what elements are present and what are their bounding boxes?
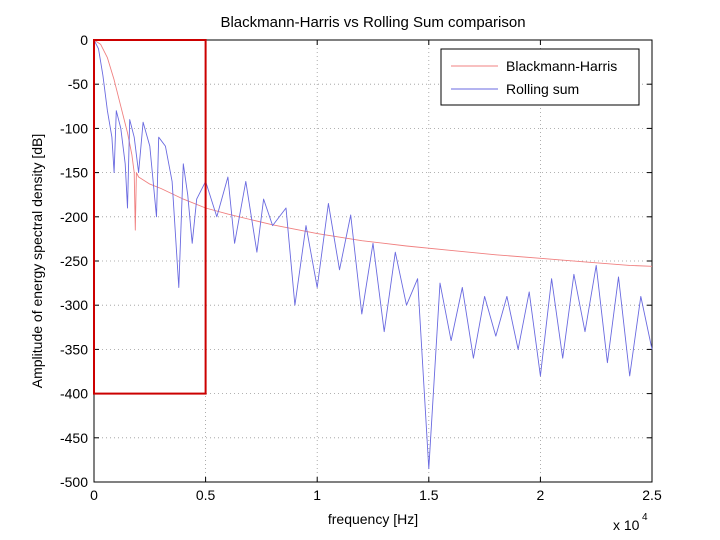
y-tick-label: -300 [60, 297, 88, 313]
series-line-blackmann-harris [93, 39, 653, 267]
legend-box [440, 48, 640, 106]
y-tick-label: -100 [60, 120, 88, 136]
highlight-box [93, 39, 207, 395]
grid [94, 40, 652, 482]
legend: Blackmann-Harris Rolling sum [440, 48, 640, 106]
x-axis-ticks: 0 0.5 1 1.5 2 2.5 [90, 40, 662, 503]
x-tick-label: 1.5 [419, 487, 439, 503]
x-axis-multiplier-exponent: 4 [642, 512, 648, 523]
legend-label-blackmann-harris: Blackmann-Harris [506, 58, 617, 74]
x-tick-label: 2.5 [642, 487, 662, 503]
y-axis-label: Amplitude of energy spectral density [dB… [29, 134, 45, 388]
highlight-box-layer [93, 39, 207, 395]
x-tick-label: 1 [313, 487, 321, 503]
y-tick-label: -250 [60, 253, 88, 269]
x-tick-label: 2 [537, 487, 545, 503]
y-tick-label: -350 [60, 341, 88, 357]
y-tick-label: -150 [60, 165, 88, 181]
x-tick-label: 0 [90, 487, 98, 503]
chart-title: Blackmann-Harris vs Rolling Sum comparis… [220, 14, 525, 31]
series-lines [93, 39, 653, 470]
y-tick-label: -400 [60, 386, 88, 402]
y-tick-label: 0 [80, 32, 88, 48]
y-tick-label: -500 [60, 474, 88, 490]
legend-label-rolling-sum: Rolling sum [506, 81, 579, 97]
y-tick-label: -50 [68, 76, 88, 92]
series-line-rolling-sum [93, 39, 653, 470]
x-axis-multiplier: x 10 [613, 517, 640, 533]
y-tick-label: -200 [60, 209, 88, 225]
x-tick-label: 0.5 [196, 487, 216, 503]
y-tick-label: -450 [60, 430, 88, 446]
x-axis-label: frequency [Hz] [328, 511, 418, 527]
